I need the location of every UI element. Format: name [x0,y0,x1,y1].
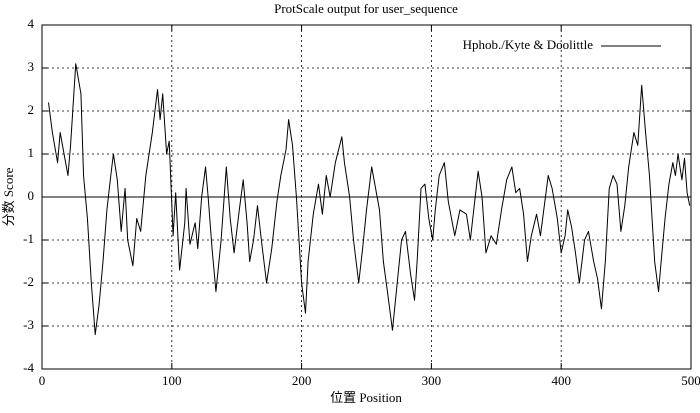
x-tick-label: 100 [162,373,182,388]
y-tick-label: -2 [23,274,34,289]
y-tick-label: 2 [28,102,35,117]
y-tick-label: -4 [23,360,34,375]
x-axis-label: 位置 Position [330,390,402,405]
x-tick-label: 400 [551,373,571,388]
y-tick-label: -3 [23,317,34,332]
x-tick-label: 0 [39,373,46,388]
y-tick-label: 4 [28,16,35,31]
y-tick-label: 3 [28,59,35,74]
x-tick-label: 300 [422,373,442,388]
y-tick-label: 0 [28,188,35,203]
y-tick-label: -1 [23,231,34,246]
data-line [47,63,691,336]
chart-title: ProtScale output for user_sequence [274,1,458,16]
x-tick-label: 200 [292,373,312,388]
y-axis-label: 分数 Score [1,167,16,226]
legend-label: Hphob./Kyte & Doolittle [463,37,594,52]
x-tick-label: 500 [681,373,700,388]
y-tick-label: 1 [28,145,35,160]
